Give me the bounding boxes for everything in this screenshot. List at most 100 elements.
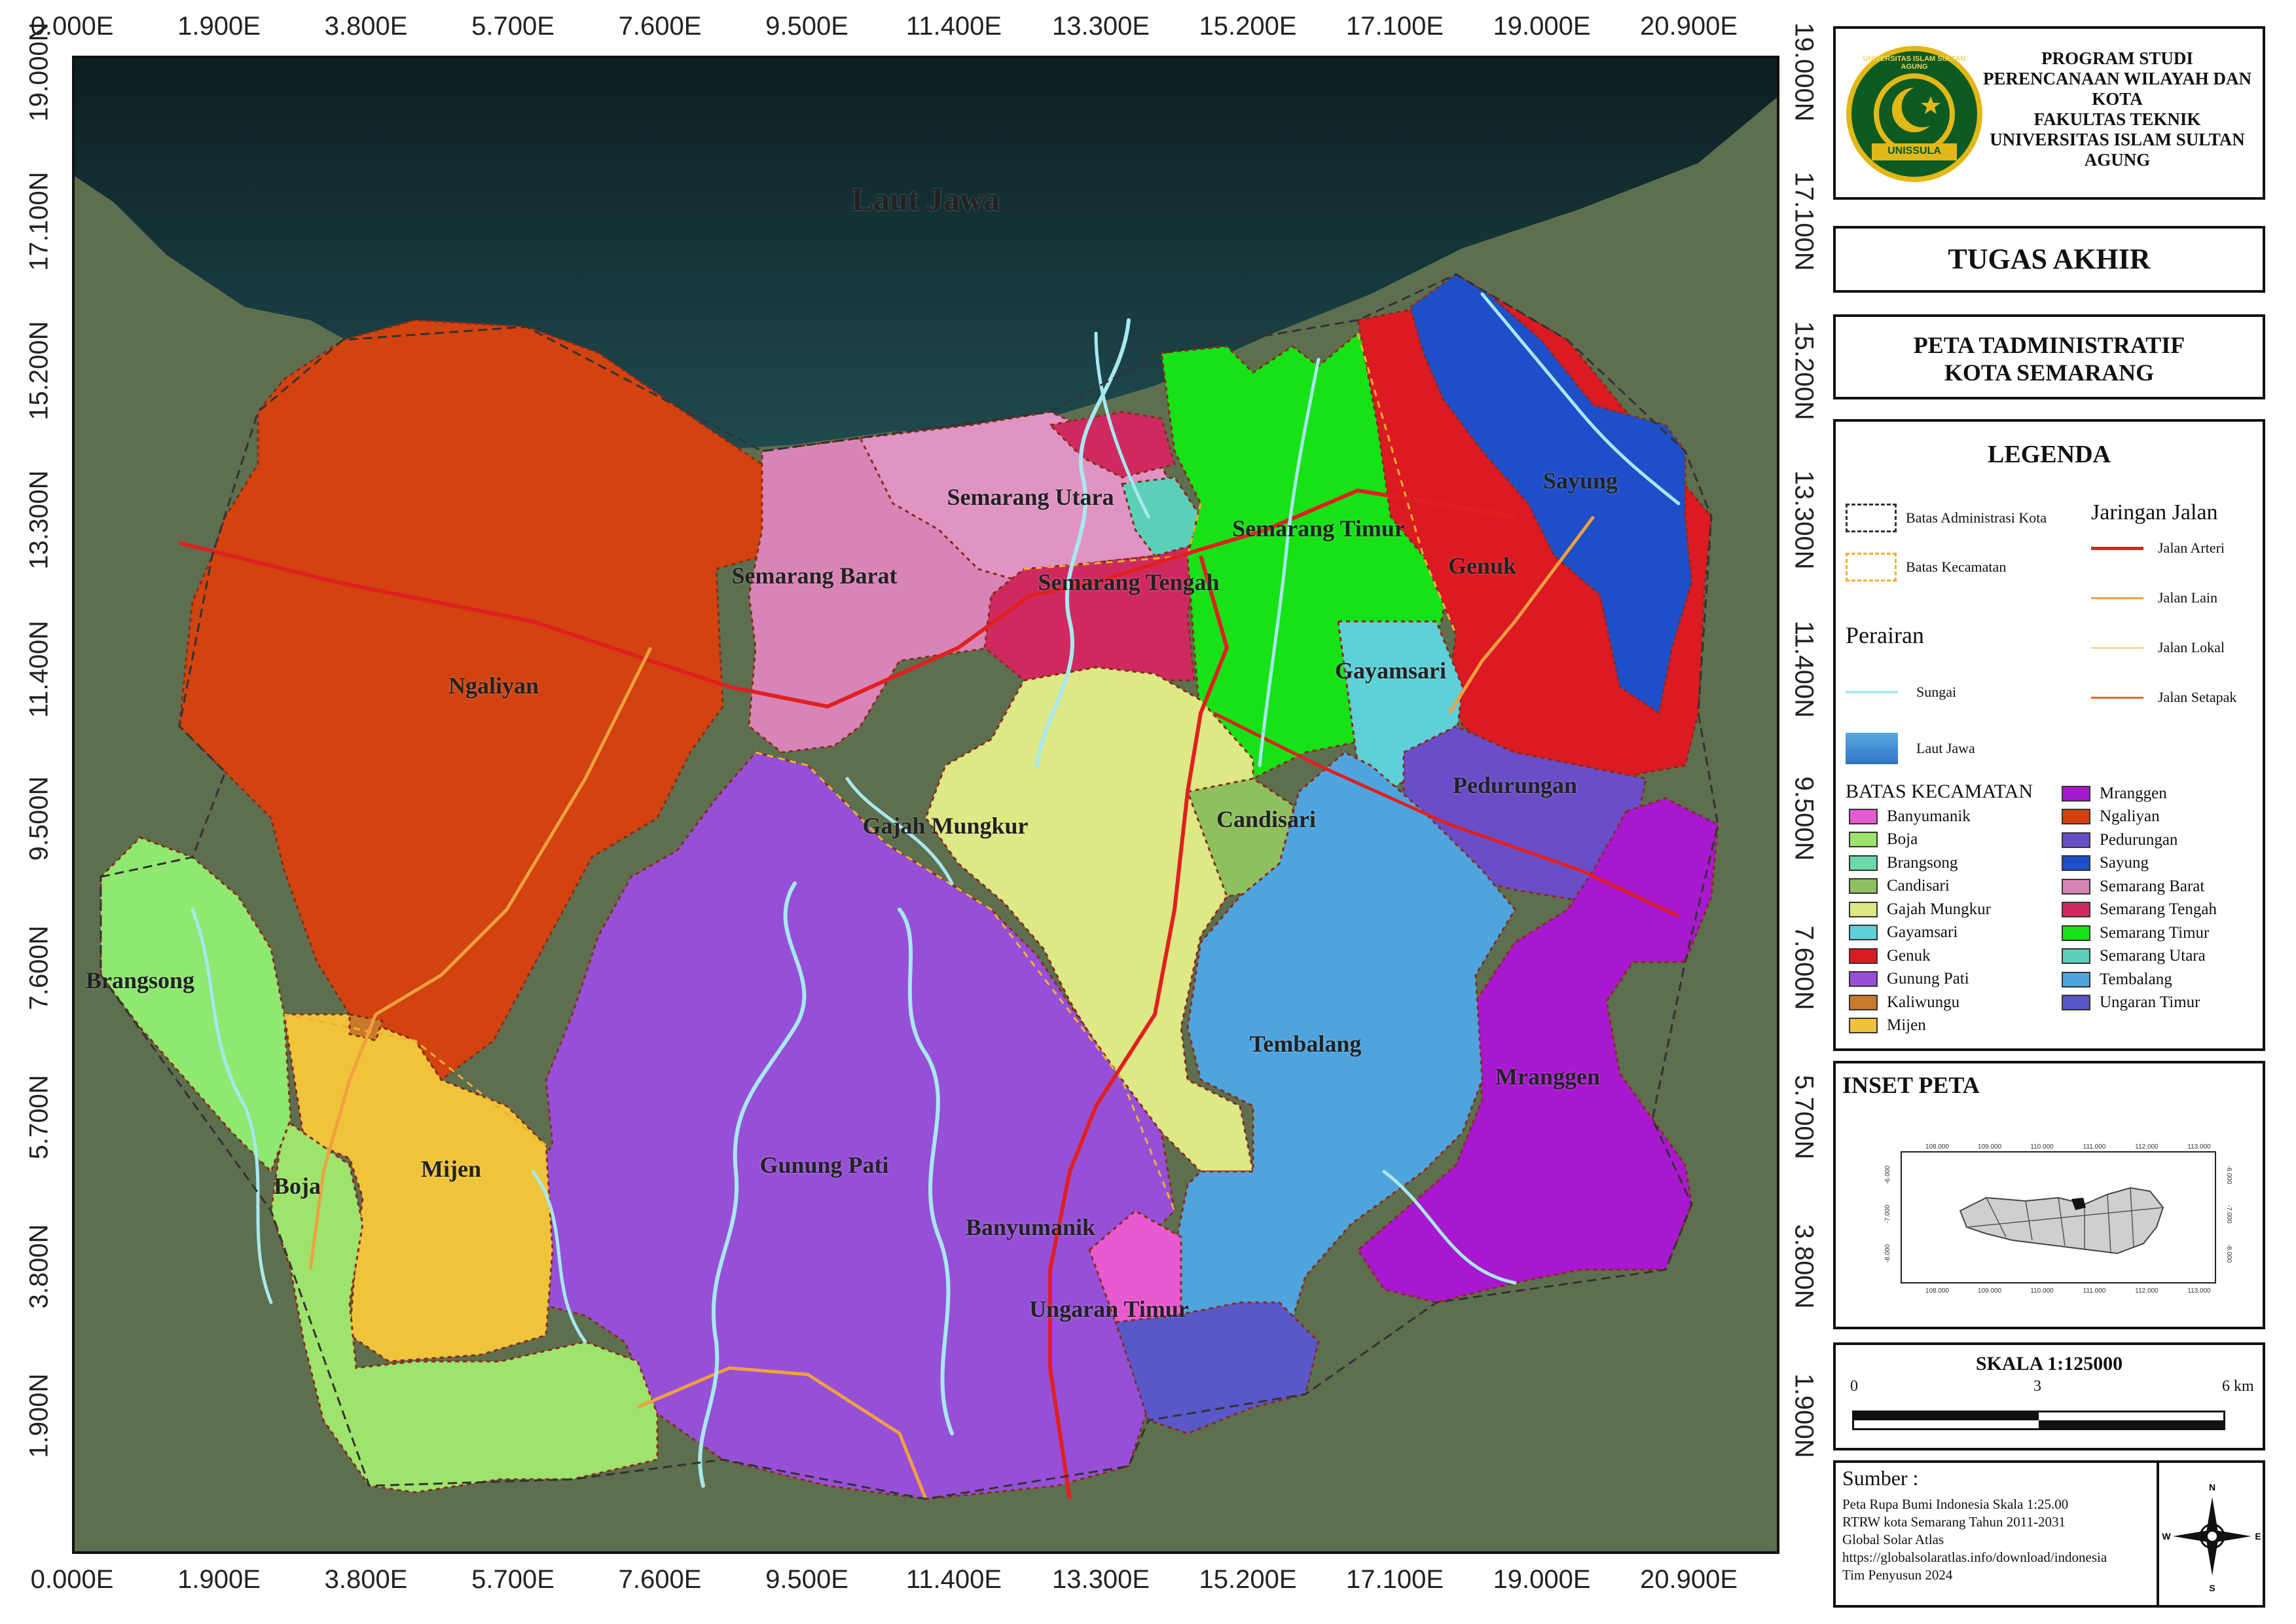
label-boja: Boja xyxy=(274,1173,321,1199)
x-coord-label-top: 1.900E xyxy=(177,12,261,41)
legend-kecamatan-label: Banyumanik xyxy=(1887,807,1971,825)
x-coord-label-bottom: 1.900E xyxy=(177,1565,261,1594)
label-gayamsari: Gayamsari xyxy=(1335,657,1446,684)
map-canvas xyxy=(75,58,1777,1551)
inset-semarang-highlight xyxy=(2071,1198,2086,1210)
label-gajah-mungkur: Gajah Mungkur xyxy=(862,813,1029,839)
legend-kecamatan-label: Mijen xyxy=(1887,1016,1926,1035)
legend-kecamatan-label: Pedurungan xyxy=(2100,830,2178,849)
y-coord-label-right: 13.300N xyxy=(1789,470,1819,570)
y-coord-label-right: 9.500N xyxy=(1789,776,1819,861)
legend-road-item: Jalan Lain xyxy=(2091,589,2217,606)
district-sayung[interactable] xyxy=(1409,273,1693,715)
label-gunung-pati: Gunung Pati xyxy=(759,1152,889,1178)
road-network xyxy=(179,488,1680,1500)
district-boja[interactable] xyxy=(270,1117,659,1494)
road-arteri-east xyxy=(1212,711,1680,918)
y-coord-label-right: 11.400N xyxy=(1789,620,1819,718)
inset-y-tick: -6.000 xyxy=(1884,1165,1891,1184)
y-coord-label-right: 17.100N xyxy=(1789,172,1819,271)
district-mijen[interactable] xyxy=(283,1013,554,1363)
legend-kecamatan-label: Gajah Mungkur xyxy=(1887,900,1991,918)
swatch-kecamatan xyxy=(1849,994,1878,1010)
legend-kecamatan-label: Semarang Utara xyxy=(2100,947,2206,965)
scale-label-3: 3 xyxy=(2033,1378,2041,1395)
district-ungaran-timur[interactable] xyxy=(1114,1301,1320,1435)
inset-x-tick: 108.000 xyxy=(1925,1143,1950,1151)
legend-batas-kecamatan-title: BATAS KECAMATAN xyxy=(1846,781,2033,802)
main-map[interactable]: Laut Jawa Semarang Utara Semarang Barat … xyxy=(72,56,1779,1554)
river-7 xyxy=(1382,1170,1517,1285)
legend-perairan: Perairan xyxy=(1846,622,1924,648)
x-coord-label-bottom: 0.000E xyxy=(30,1565,114,1594)
legend-kecamatan-item: Ungaran Timur xyxy=(2062,991,2217,1015)
x-coord-label-bottom: 13.300E xyxy=(1051,1565,1150,1594)
inst-line-5: UNIVERSITAS ISLAM SULTAN xyxy=(1990,130,2245,149)
label-semarang-barat: Semarang Barat xyxy=(731,563,898,589)
source-title: Sumber : xyxy=(1842,1466,1919,1490)
legend-kecamatan-item: Boja xyxy=(1849,828,1991,852)
inset-x-tick: 111.000 xyxy=(2083,1143,2106,1151)
legend-road-label: Jalan Setapak xyxy=(2158,689,2237,705)
swatch-kecamatan xyxy=(1849,925,1878,941)
x-coord-label-bottom: 11.400E xyxy=(905,1565,1002,1594)
x-coord-label-top: 19.000E xyxy=(1493,12,1591,41)
road-lain-south xyxy=(637,1366,928,1500)
legend-panel: LEGENDA Batas Administrasi Kota Batas Ke… xyxy=(1833,419,2265,1051)
y-coord-label-left: 15.200N xyxy=(24,321,54,420)
district-polygons xyxy=(100,273,1719,1500)
inset-y-tick: -7.000 xyxy=(1884,1204,1891,1223)
x-coord-label-top: 13.300E xyxy=(1051,12,1150,41)
inset-x-tick: 109.000 xyxy=(1978,1143,2002,1151)
inset-x-tick: 113.000 xyxy=(2187,1143,2211,1151)
swatch-kecamatan xyxy=(2062,809,2090,825)
y-coord-label-right: 3.800N xyxy=(1789,1224,1819,1309)
north-s: S xyxy=(2209,1583,2215,1593)
legend-kecamatan-item: Gunung Pati xyxy=(1849,968,1991,991)
district-candisari[interactable] xyxy=(1186,777,1300,898)
district-mranggen[interactable] xyxy=(1357,797,1719,1304)
legend-kecamatan-item: Semarang Utara xyxy=(2062,945,2217,969)
district-semarang-tengah[interactable] xyxy=(983,541,1202,682)
label-semarang-utara: Semarang Utara xyxy=(947,484,1114,510)
source-line-3: Global Solar Atlas xyxy=(1842,1532,1944,1547)
swatch-kecamatan xyxy=(2062,878,2090,895)
river-3 xyxy=(1035,318,1131,767)
source-line-1: Peta Rupa Bumi Indonesia Skala 1:25.00 xyxy=(1842,1496,2069,1512)
district-semarang-tengah-north[interactable] xyxy=(1048,411,1176,479)
legend-kecamatan-item: Mranggen xyxy=(2062,782,2217,805)
swatch-kecamatan xyxy=(1849,1018,1878,1034)
legend-laut: Laut Jawa xyxy=(1846,733,1975,764)
swatch-kecamatan xyxy=(2062,785,2090,802)
y-coord-label-left: 13.300N xyxy=(24,470,54,570)
legend-kecamatan-label: Ngaliyan xyxy=(2100,807,2160,826)
legend-batas-admin: Batas Administrasi Kota xyxy=(1846,504,2047,532)
source-lines: Peta Rupa Bumi Indonesia Skala 1:25.00 R… xyxy=(1842,1496,2107,1584)
legend-sungai: Sungai xyxy=(1846,684,1956,701)
legend-kecamatan-label: Gunung Pati xyxy=(1887,970,1969,988)
swatch-kecamatan xyxy=(1849,855,1878,871)
swatch-kecamatan xyxy=(2062,925,2090,941)
y-coord-label-right: 15.200N xyxy=(1789,321,1819,420)
legend-road-item: Jalan Lokal xyxy=(2091,639,2225,656)
x-coord-label-top: 0.000E xyxy=(30,12,114,41)
swatch-kecamatan xyxy=(1849,971,1878,987)
x-coord-label-top: 20.900E xyxy=(1639,12,1738,41)
map-subtitle-2: KOTA SEMARANG xyxy=(1944,360,2155,386)
x-coord-label-top: 5.700E xyxy=(471,12,555,41)
legend-road-item: Jalan Setapak xyxy=(2091,689,2236,706)
inset-y-tick: -6.000 xyxy=(2225,1166,2232,1185)
legend-kecamatan-item: Semarang Tengah xyxy=(2062,898,2217,922)
inset-x-tick: 112.000 xyxy=(2135,1287,2159,1295)
label-sayung: Sayung xyxy=(1542,468,1618,494)
district-gajah-mungkur[interactable] xyxy=(924,666,1254,1173)
source-line-4: https://globalsolaratlas.info/download/i… xyxy=(1842,1549,2107,1565)
inset-x-tick: 108.000 xyxy=(1925,1287,1950,1295)
label-mranggen: Mranggen xyxy=(1495,1063,1600,1090)
legend-batas-kec: Batas Kecamatan xyxy=(1846,553,2006,581)
legend-kecamatan-item: Tembalang xyxy=(2062,968,2217,991)
river-4 xyxy=(1258,358,1321,767)
district-semarang-utara-coast[interactable] xyxy=(1121,476,1202,557)
label-genuk: Genuk xyxy=(1448,553,1517,579)
legend-kecamatan-label: Genuk xyxy=(1887,946,1931,965)
